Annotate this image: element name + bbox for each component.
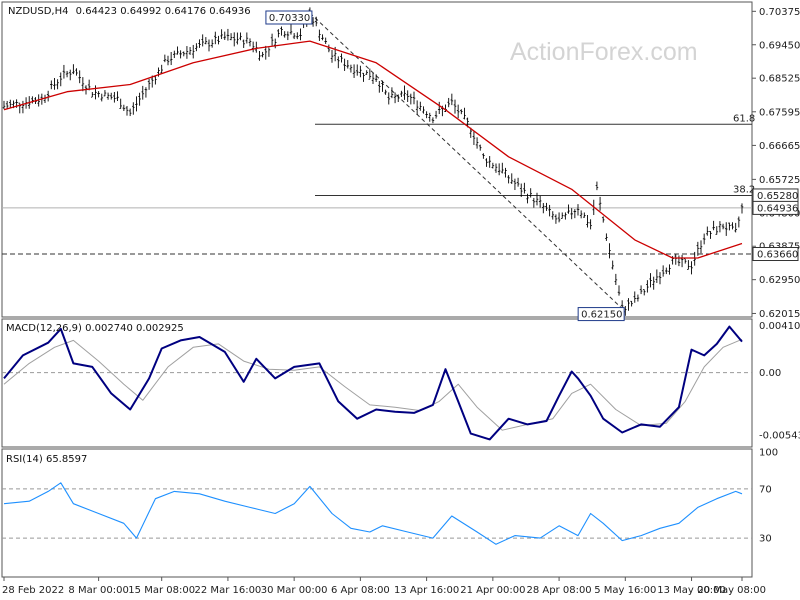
time-label: 28 Feb 2022 — [2, 585, 64, 596]
price-box-label-2: 0.63660 — [757, 250, 798, 261]
time-label: 28 Apr 08:00 — [526, 585, 591, 596]
rsi-line — [3, 482, 743, 545]
time-label: 20 May 08:00 — [697, 585, 766, 596]
swing-line-0 — [309, 12, 623, 309]
price-box-1 — [752, 200, 799, 215]
annotation-box-1 — [577, 307, 625, 322]
rsi-tick-label: 100 — [759, 448, 778, 459]
price-tick-label: 0.65725 — [759, 175, 800, 186]
macd-plot — [2, 325, 752, 441]
price-tick-label: 0.67595 — [759, 107, 800, 118]
price-panel — [1, 1, 753, 318]
time-label: 21 Apr 00:00 — [460, 585, 525, 596]
watermark: ActionForex.com — [510, 38, 698, 66]
fib-label-38.2: 38.2 — [733, 184, 755, 195]
macd-main-line — [3, 325, 743, 441]
annotation-label-0: 0.70330 — [269, 13, 310, 24]
time-label: 13 Apr 16:00 — [394, 585, 459, 596]
rsi-tick-label: 70 — [759, 484, 772, 495]
annotation-box-0 — [265, 10, 313, 25]
macd-title: MACD(12,26,9) 0.002740 0.002925 — [6, 323, 184, 334]
price-tick-label: 0.70375 — [759, 7, 800, 18]
rsi-tick-label: 30 — [759, 534, 772, 545]
macd-tick-label: 0.00 — [759, 368, 781, 379]
time-label: 5 May 16:00 — [594, 585, 656, 596]
ohlc-readout: 0.64423 0.64992 0.64176 0.64936 — [76, 6, 251, 17]
macd-panel — [1, 318, 753, 448]
time-label: 15 Mar 08:00 — [128, 585, 195, 596]
price-tick-label: 0.62015 — [759, 309, 800, 320]
fib-label-61.8: 61.8 — [733, 113, 755, 124]
price-tick-label: 0.68525 — [759, 74, 800, 85]
axis-labels: 0.70375 0.69450 0.68525 0.67595 0.66665 0.657… — [2, 7, 800, 596]
rsi-plot — [2, 482, 752, 545]
time-label: 6 Apr 08:00 — [331, 585, 390, 596]
time-label: 30 Mar 00:00 — [261, 585, 328, 596]
symbol-label: NZDUSD,H4 — [8, 6, 68, 17]
price-tick-label: 0.62950 — [759, 275, 800, 286]
price-title: NZDUSD,H4 0.64423 0.64992 0.64176 0.6493… — [8, 6, 251, 17]
price-plot: 38.2 61.8 0.70330 0.62150 — [2, 7, 755, 322]
price-box-2 — [752, 247, 799, 262]
macd-signal-line — [3, 338, 743, 431]
time-label: 13 May 00:00 — [657, 585, 726, 596]
price-box-label-1: 0.64936 — [757, 203, 798, 214]
time-label: 8 Mar 00:00 — [68, 585, 128, 596]
rsi-panel — [1, 448, 753, 578]
price-tick-label: 0.69450 — [759, 40, 800, 51]
moving-average-line — [3, 40, 743, 259]
rsi-title: RSI(14) 65.8597 — [6, 454, 87, 465]
price-box-label-0: 0.65280 — [757, 191, 798, 202]
macd-tick-label: 0.004101 — [759, 321, 800, 332]
annotation-label-1: 0.62150 — [581, 310, 622, 321]
macd-tick-label: -0.00543 — [759, 431, 800, 442]
time-label: 22 Mar 16:00 — [195, 585, 262, 596]
price-tick-label: 0.66665 — [759, 141, 800, 152]
